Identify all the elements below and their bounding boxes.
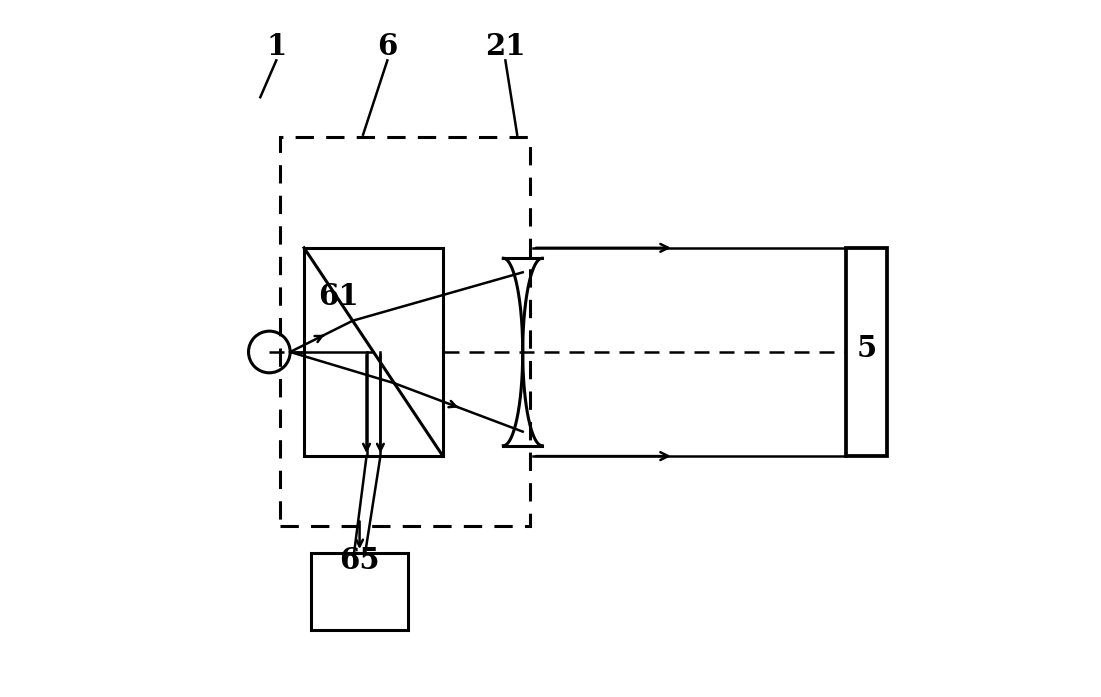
- Text: 65: 65: [339, 546, 380, 575]
- Bar: [280, 137, 530, 526]
- Bar: [304, 248, 443, 456]
- Text: 6: 6: [378, 32, 397, 61]
- Text: 1: 1: [266, 32, 286, 61]
- Text: 21: 21: [486, 32, 525, 61]
- Text: 5: 5: [857, 334, 876, 363]
- Bar: [846, 248, 887, 456]
- Text: 61: 61: [318, 282, 359, 311]
- Bar: [310, 553, 408, 629]
